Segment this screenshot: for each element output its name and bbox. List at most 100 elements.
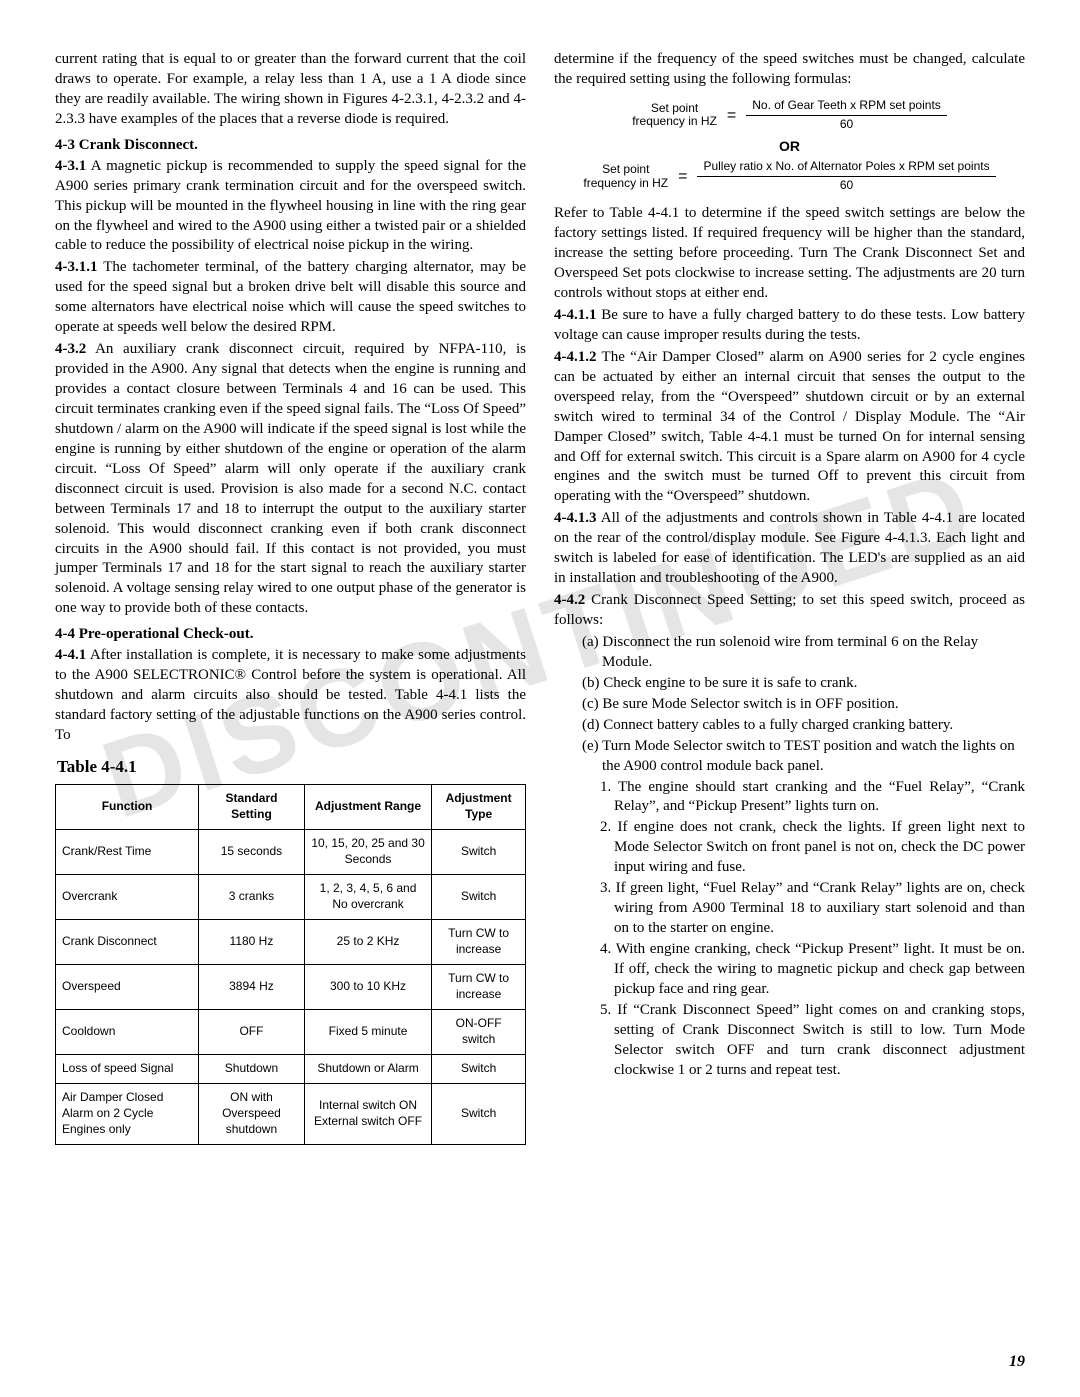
para-4-4-1: 4-4.1 After installation is complete, it…: [55, 646, 526, 746]
formula-label-2: Set pointfrequency in HZ: [583, 163, 668, 191]
lbl-line-1: Set point: [651, 101, 698, 115]
cell: Switch: [432, 830, 526, 875]
text-4-4-1-1: Be sure to have a fully charged battery …: [554, 307, 1025, 343]
num-4-3-1: 4-3.1: [55, 158, 86, 174]
th-setting: Standard Setting: [199, 785, 305, 830]
fraction-2: Pulley ratio x No. of Alternator Poles x…: [697, 159, 995, 194]
cell: 3 cranks: [199, 875, 305, 920]
cell: OFF: [199, 1010, 305, 1055]
cell: Loss of speed Signal: [56, 1054, 199, 1083]
cell: Cooldown: [56, 1010, 199, 1055]
num-4-4-2: 4-4.2: [554, 592, 585, 608]
left-column: current rating that is equal to or great…: [55, 50, 526, 1145]
cell: Switch: [432, 1083, 526, 1144]
table-row: Crank/Rest Time15 seconds10, 15, 20, 25 …: [56, 830, 526, 875]
para-4-4-1-1: 4-4.1.1 Be sure to have a fully charged …: [554, 306, 1025, 346]
right-column: determine if the frequency of the speed …: [554, 50, 1025, 1145]
para-4-4-2: 4-4.2 Crank Disconnect Speed Setting; to…: [554, 591, 1025, 631]
step-d: (d) Connect battery cables to a fully ch…: [582, 716, 1025, 736]
cell: 15 seconds: [199, 830, 305, 875]
num-4-4-1-1: 4-4.1.1: [554, 307, 597, 323]
cell: 1, 2, 3, 4, 5, 6 and No overcrank: [304, 875, 431, 920]
table-row: CooldownOFFFixed 5 minuteON-OFF switch: [56, 1010, 526, 1055]
cell: Shutdown: [199, 1054, 305, 1083]
frac-top-1: No. of Gear Teeth x RPM set points: [746, 98, 947, 116]
nstep-1: 1. The engine should start cranking and …: [600, 778, 1025, 818]
table-header-row: Function Standard Setting Adjustment Ran…: [56, 785, 526, 830]
th-type: Adjustment Type: [432, 785, 526, 830]
nstep-2: 2. If engine does not crank, check the l…: [600, 818, 1025, 878]
cell: 1180 Hz: [199, 920, 305, 965]
step-c: (c) Be sure Mode Selector switch is in O…: [582, 695, 1025, 715]
formula-2: Set pointfrequency in HZ = Pulley ratio …: [554, 159, 1025, 194]
num-4-3-2: 4-3.2: [55, 341, 86, 357]
nstep-4: 4. With engine cranking, check “Pickup P…: [600, 940, 1025, 1000]
table-row: Crank Disconnect1180 Hz25 to 2 KHzTurn C…: [56, 920, 526, 965]
num-4-4-1-2: 4-4.1.2: [554, 349, 597, 365]
text-4-4-1: After installation is complete, it is ne…: [55, 647, 526, 743]
text-4-4-1-3: All of the adjustments and controls show…: [554, 510, 1025, 586]
fraction-1: No. of Gear Teeth x RPM set points 60: [746, 98, 947, 133]
cell: Crank/Rest Time: [56, 830, 199, 875]
cell: Air Damper Closed Alarm on 2 Cycle Engin…: [56, 1083, 199, 1144]
numbered-steps: 1. The engine should start cranking and …: [554, 778, 1025, 1081]
text-4-4-1-2: The “Air Damper Closed” alarm on A900 se…: [554, 349, 1025, 505]
num-4-3-1-1: 4-3.1.1: [55, 259, 98, 275]
cell: 300 to 10 KHz: [304, 965, 431, 1010]
th-function: Function: [56, 785, 199, 830]
page-number: 19: [1009, 1353, 1025, 1371]
frac-bot-1: 60: [840, 116, 853, 133]
table-row: Overspeed3894 Hz300 to 10 KHzTurn CW to …: [56, 965, 526, 1010]
nstep-3: 3. If green light, “Fuel Relay” and “Cra…: [600, 879, 1025, 939]
para-4-3-1: 4-3.1 A magnetic pickup is recommended t…: [55, 157, 526, 257]
para-4-3-1-1: 4-3.1.1 The tachometer terminal, of the …: [55, 258, 526, 338]
th-range: Adjustment Range: [304, 785, 431, 830]
lbl2-line-1: Set point: [602, 162, 649, 176]
table-row: Air Damper Closed Alarm on 2 Cycle Engin…: [56, 1083, 526, 1144]
para-4-4-1-3: 4-4.1.3 All of the adjustments and contr…: [554, 509, 1025, 589]
heading-4-4: 4-4 Pre-operational Check-out.: [55, 625, 526, 645]
cell: Turn CW to increase: [432, 965, 526, 1010]
step-e: (e) Turn Mode Selector switch to TEST po…: [582, 737, 1025, 777]
text-4-4-2: Crank Disconnect Speed Setting; to set t…: [554, 592, 1025, 628]
settings-table: Function Standard Setting Adjustment Ran…: [55, 784, 526, 1144]
cell: Fixed 5 minute: [304, 1010, 431, 1055]
cell: 25 to 2 KHz: [304, 920, 431, 965]
cell: 3894 Hz: [199, 965, 305, 1010]
lettered-steps: (a) Disconnect the run solenoid wire fro…: [554, 633, 1025, 777]
text-4-3-2: An auxiliary crank disconnect circuit, r…: [55, 341, 526, 616]
heading-4-3: 4-3 Crank Disconnect.: [55, 136, 526, 156]
text-4-3-1-1: The tachometer terminal, of the battery …: [55, 259, 526, 335]
lbl2-line-2: frequency in HZ: [583, 176, 668, 190]
formula-label-1: Set pointfrequency in HZ: [632, 102, 717, 130]
cell: Switch: [432, 1054, 526, 1083]
num-4-4-1: 4-4.1: [55, 647, 86, 663]
equals-icon: =: [727, 105, 736, 126]
equals-icon: =: [678, 166, 687, 187]
formula-block: Set pointfrequency in HZ = No. of Gear T…: [554, 98, 1025, 194]
para-4-3-2: 4-3.2 An auxiliary crank disconnect circ…: [55, 340, 526, 619]
cell: Internal switch ON External switch OFF: [304, 1083, 431, 1144]
table-row: Overcrank3 cranks1, 2, 3, 4, 5, 6 and No…: [56, 875, 526, 920]
step-b: (b) Check engine to be sure it is safe t…: [582, 674, 1025, 694]
cell: Crank Disconnect: [56, 920, 199, 965]
cell: ON with Overspeed shutdown: [199, 1083, 305, 1144]
frac-top-2: Pulley ratio x No. of Alternator Poles x…: [697, 159, 995, 177]
num-4-4-1-3: 4-4.1.3: [554, 510, 597, 526]
para-4-4-1-2: 4-4.1.2 The “Air Damper Closed” alarm on…: [554, 348, 1025, 508]
cell: ON-OFF switch: [432, 1010, 526, 1055]
cell: Overspeed: [56, 965, 199, 1010]
cell: Shutdown or Alarm: [304, 1054, 431, 1083]
two-column-layout: current rating that is equal to or great…: [55, 50, 1025, 1145]
table-row: Loss of speed SignalShutdownShutdown or …: [56, 1054, 526, 1083]
para-refer: Refer to Table 4-4.1 to determine if the…: [554, 204, 1025, 304]
lbl-line-2: frequency in HZ: [632, 114, 717, 128]
or-label: OR: [554, 137, 1025, 156]
right-intro: determine if the frequency of the speed …: [554, 50, 1025, 90]
table-title: Table 4-4.1: [57, 756, 526, 779]
cell: Switch: [432, 875, 526, 920]
cell: Overcrank: [56, 875, 199, 920]
nstep-5: 5. If “Crank Disconnect Speed” light com…: [600, 1001, 1025, 1081]
text-4-3-1: A magnetic pickup is recommended to supp…: [55, 158, 526, 254]
intro-para: current rating that is equal to or great…: [55, 50, 526, 130]
